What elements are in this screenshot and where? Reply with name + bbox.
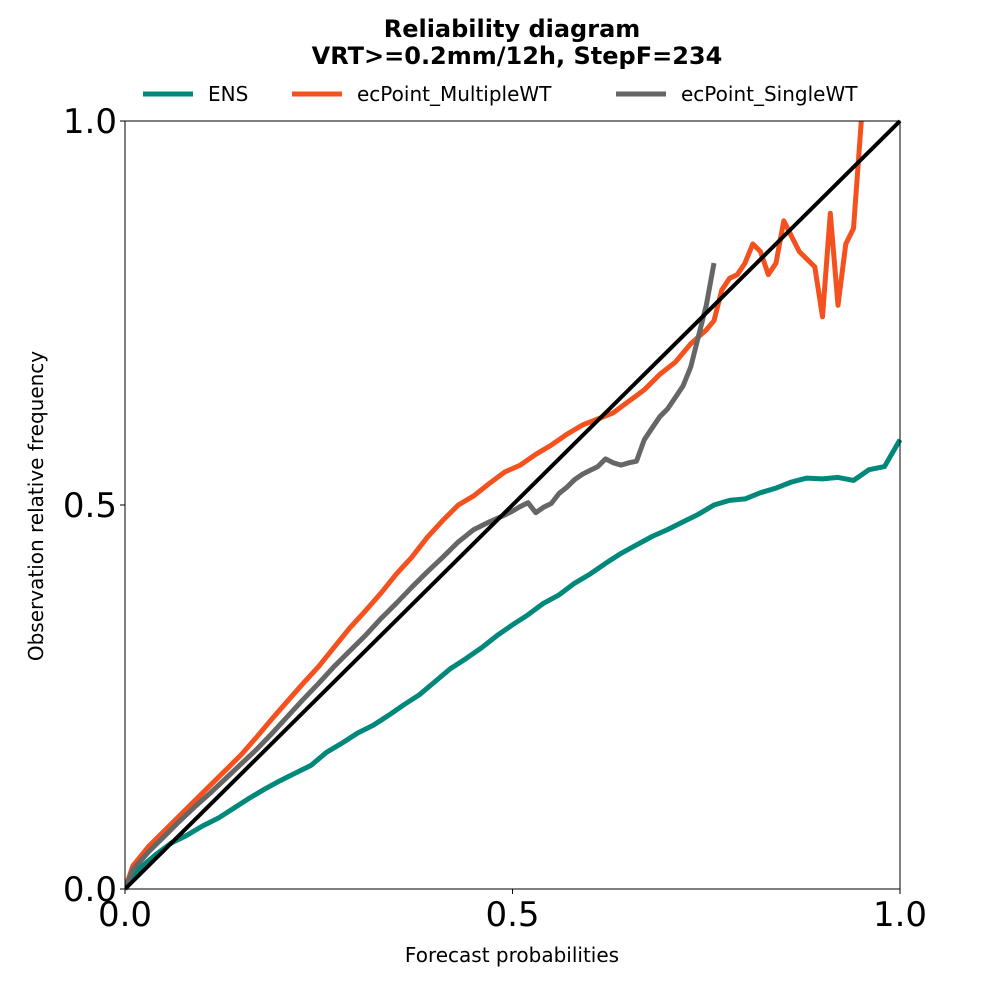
x-tick-label: 1.0 <box>873 895 927 935</box>
y-axis-label: Observation relative frequency <box>24 351 48 661</box>
legend: ENS ecPoint_MultipleWT ecPoint_SingleWT <box>143 82 858 106</box>
legend-label-ens: ENS <box>208 82 248 106</box>
y-tick-label: 0.0 <box>63 870 117 910</box>
series-layer <box>125 119 902 891</box>
diagonal-line <box>125 119 902 891</box>
legend-label-ecpoint-singlewt: ecPoint_SingleWT <box>681 82 858 106</box>
x-axis-label: Forecast probabilities <box>405 943 619 967</box>
legend-label-ecpoint-multiplewt: ecPoint_MultipleWT <box>357 82 552 106</box>
series-line-ecpoint-singlewt <box>125 262 717 890</box>
x-tick-label: 0.5 <box>485 895 539 935</box>
series-line-ens <box>125 438 902 891</box>
chart-subtitle: VRT>=0.2mm/12h, StepF=234 <box>312 42 723 70</box>
series-line-ecpoint-multiplewt <box>125 120 864 890</box>
y-tick-label: 1.0 <box>63 102 117 142</box>
y-tick-label: 0.5 <box>63 486 117 526</box>
ticks-layer: 0.0 0.5 1.0 0.0 0.5 1.0 <box>63 102 927 935</box>
chart-title: Reliability diagram <box>384 15 641 43</box>
x-tick-label: 0.0 <box>98 895 152 935</box>
